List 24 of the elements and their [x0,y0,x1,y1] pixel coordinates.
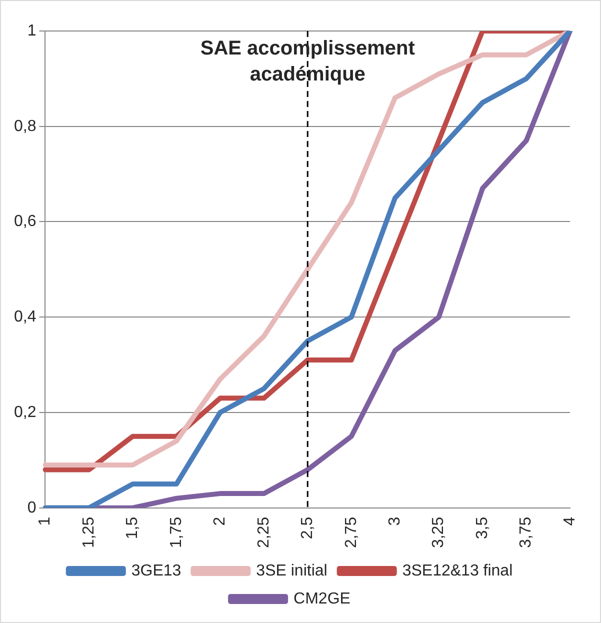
x-tick-label: 2,75 [342,516,360,548]
x-tick-label: 2 [212,516,229,526]
y-tick-label: 1 [27,22,36,40]
x-tick-label: 3,25 [430,516,448,548]
x-tick-label: 3,75 [518,516,535,548]
x-tick-label: 1,25 [80,516,98,548]
x-tick-label: 3 [386,516,404,526]
x-tick-label: 2,5 [299,516,316,540]
x-tick-label: 1,5 [124,516,142,540]
y-tick-label: 0 [27,499,36,516]
y-tick-label: 0,6 [14,213,36,230]
legend-label: 3SE12&13 final [402,562,513,580]
x-tick-label: 1 [36,516,54,526]
x-tick-label: 1,75 [168,516,185,548]
y-tick-label: 0,8 [14,118,36,135]
legend-label: 3SE initial [256,562,328,580]
ref-line-label: SAE accomplissement académique [200,38,416,86]
y-tick-label: 0,4 [14,308,36,326]
y-tick-label: 0,2 [14,404,36,421]
x-tick-label: 3,5 [474,516,491,540]
x-tick-label: 4 [561,516,578,526]
legend-label: CM2GE [294,590,350,608]
x-tick-label: 2,25 [255,516,272,548]
legend-label: 3GE13 [131,562,182,580]
